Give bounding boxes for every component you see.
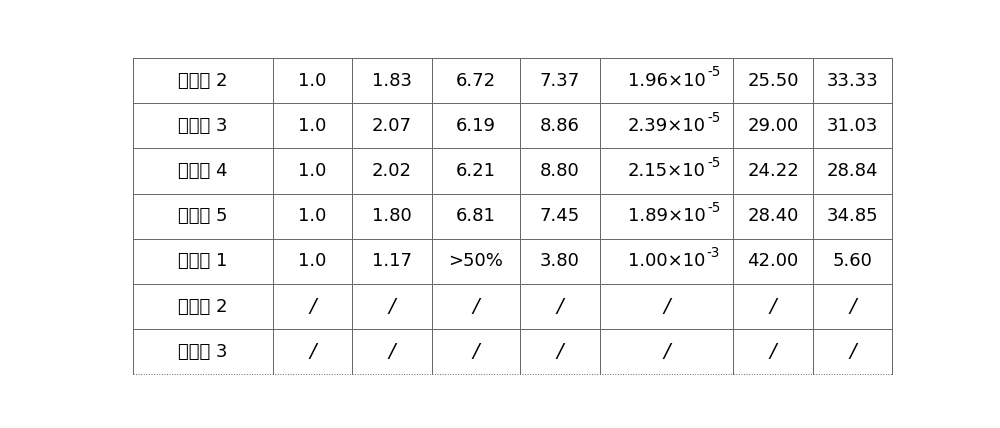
Text: 28.84: 28.84	[827, 162, 878, 180]
Text: /: /	[849, 297, 856, 316]
Text: 1.00×10: 1.00×10	[628, 253, 705, 270]
Text: 实施例 5: 实施例 5	[178, 207, 227, 225]
Text: 1.80: 1.80	[372, 207, 412, 225]
Text: 实施例 4: 实施例 4	[178, 162, 227, 180]
Text: 5.60: 5.60	[833, 253, 872, 270]
Text: >50%: >50%	[448, 253, 503, 270]
Text: 2.15×10: 2.15×10	[628, 162, 705, 180]
Text: 7.37: 7.37	[540, 71, 580, 89]
Text: 实施例 3: 实施例 3	[178, 117, 227, 135]
Text: /: /	[849, 342, 856, 361]
Text: 6.72: 6.72	[456, 71, 496, 89]
Text: 8.86: 8.86	[540, 117, 580, 135]
Text: 6.21: 6.21	[456, 162, 496, 180]
Text: 24.22: 24.22	[747, 162, 799, 180]
Text: 42.00: 42.00	[747, 253, 799, 270]
Text: 34.85: 34.85	[827, 207, 878, 225]
Text: -5: -5	[707, 65, 720, 80]
Text: /: /	[389, 297, 395, 316]
Text: 1.89×10: 1.89×10	[628, 207, 705, 225]
Text: 对比例 3: 对比例 3	[178, 343, 227, 361]
Text: /: /	[663, 342, 670, 361]
Text: 2.07: 2.07	[372, 117, 412, 135]
Text: 1.0: 1.0	[298, 162, 327, 180]
Text: /: /	[770, 297, 776, 316]
Text: 2.02: 2.02	[372, 162, 412, 180]
Text: 对比例 2: 对比例 2	[178, 297, 227, 315]
Text: 对比例 1: 对比例 1	[178, 253, 227, 270]
Text: 实施例 2: 实施例 2	[178, 71, 227, 89]
Text: 31.03: 31.03	[827, 117, 878, 135]
Text: 28.40: 28.40	[747, 207, 799, 225]
Text: 1.83: 1.83	[372, 71, 412, 89]
Text: /: /	[663, 297, 670, 316]
Text: 1.0: 1.0	[298, 253, 327, 270]
Text: /: /	[389, 342, 395, 361]
Text: 3.80: 3.80	[540, 253, 580, 270]
Text: -3: -3	[707, 246, 720, 260]
Text: /: /	[309, 342, 316, 361]
Text: 1.0: 1.0	[298, 117, 327, 135]
Text: 8.80: 8.80	[540, 162, 580, 180]
Text: 1.96×10: 1.96×10	[628, 71, 705, 89]
Text: 29.00: 29.00	[747, 117, 799, 135]
Text: 1.17: 1.17	[372, 253, 412, 270]
Text: /: /	[557, 342, 563, 361]
Text: 33.33: 33.33	[827, 71, 878, 89]
Text: /: /	[309, 297, 316, 316]
Text: /: /	[770, 342, 776, 361]
Text: 7.45: 7.45	[540, 207, 580, 225]
Text: -5: -5	[707, 156, 720, 170]
Text: 1.0: 1.0	[298, 71, 327, 89]
Text: 6.19: 6.19	[456, 117, 496, 135]
Text: -5: -5	[707, 201, 720, 215]
Text: 2.39×10: 2.39×10	[627, 117, 705, 135]
Text: -5: -5	[707, 110, 720, 125]
Text: 6.81: 6.81	[456, 207, 496, 225]
Text: /: /	[557, 297, 563, 316]
Text: 1.0: 1.0	[298, 207, 327, 225]
Text: /: /	[473, 297, 479, 316]
Text: /: /	[473, 342, 479, 361]
Text: 25.50: 25.50	[747, 71, 799, 89]
